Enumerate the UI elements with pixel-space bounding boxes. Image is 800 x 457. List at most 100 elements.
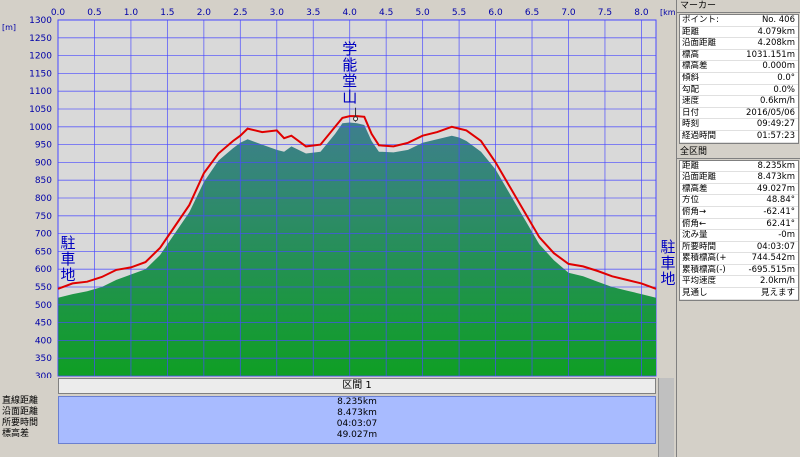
y-tick-label: 300 [35,372,52,378]
section-row: 沈み量 -0m [680,230,798,242]
marker-row: 経過時間 01:57:23 [680,131,798,143]
peak-label: 山 [342,88,357,106]
y-tick-label: 450 [35,319,52,329]
stat-value-straight-distance: 8.235km [337,397,377,407]
section-key: 沿面距離 [682,172,717,183]
y-tick-label: 1150 [29,69,52,79]
section-row: 平均速度 2.0km/h [680,276,798,289]
y-tick-label: 1200 [29,52,52,62]
start-label: 駐 [60,234,75,252]
section-row: 累積標高(-) -695.515m [680,265,798,277]
marker-row: 沿面距離 4.208km [680,38,798,50]
section-header[interactable]: 区間 1 [58,378,656,394]
stat-label-straight-distance: 直線距離 [2,396,39,406]
section-key: 累積標高(-) [682,264,726,275]
marker-value: 01:57:23 [756,130,795,141]
stat-value-elevation-diff: 49.027m [336,430,378,440]
section-value: -62.41° [763,206,795,217]
stat-value-duration: 04:03:07 [336,419,378,429]
start-label: 車 [60,250,75,268]
y-tick-label: 400 [35,336,52,346]
section-row: 所要時間 04:03:07 [680,242,798,254]
y-tick-label: 950 [35,141,52,151]
marker-panel-title: マーカー [677,0,800,13]
section-row: 俯角→ -62.41° [680,207,798,219]
marker-value: 0.000m [762,61,795,72]
x-axis-unit: [km] [660,8,676,17]
y-tick-label: 800 [35,194,52,204]
x-tick-label: 3.5 [306,8,320,18]
x-tick-label: 4.5 [379,8,393,18]
marker-row: 距離 4.079km [680,27,798,39]
peak-label: 学 [342,40,357,58]
marker-key: 速度 [682,96,700,107]
peak-label: 能 [342,56,357,74]
end-label: 車 [660,254,675,272]
section-key: 所要時間 [682,241,717,252]
peak-label: 堂 [342,72,357,90]
x-tick-label: 7.0 [561,8,576,18]
section-value: 744.542m [751,253,795,264]
section-row: 俯角← 62.41° [680,219,798,231]
section-key: 平均速度 [682,276,717,287]
section-key: 標高差 [682,183,708,194]
marker-key: 標高差 [682,61,708,72]
start-label: 地 [60,266,75,284]
marker-key: 距離 [682,26,700,37]
info-side-panel: マーカー ポイント: No. 406 距離 4.079km 沿面距離 4.208km 標高 1… [676,0,800,457]
stats-labels: 直線距離 沿面距離 所要時間 標高差 [0,396,58,440]
section-value: 見えます [760,288,795,299]
section-panel-title: 全区間 [677,145,800,159]
y-tick-label: 500 [35,301,52,311]
marker-row: 標高 1031.151m [680,50,798,62]
y-tick-label: 750 [35,212,52,222]
section-value: -695.515m [748,264,796,275]
marker-value: No. 406 [761,15,795,25]
marker-key: 日付 [682,107,700,118]
stat-label-duration: 所要時間 [2,418,39,428]
section-row: 方位 48.84° [680,195,798,207]
marker-value: 4.079km [757,26,795,37]
y-tick-label: 1250 [29,34,52,44]
y-tick-label: 700 [35,230,52,240]
marker-row: 傾斜 0.0° [680,73,798,85]
marker-value: 0.0% [773,84,795,95]
end-label: 地 [660,270,675,288]
end-label: 駐 [660,238,675,256]
marker-key: 傾斜 [682,72,700,83]
vertical-scrollbar[interactable] [658,378,674,457]
section-row: 距離 8.235km [680,161,798,173]
x-tick-label: 1.5 [160,8,174,18]
stat-label-elevation-diff: 標高差 [2,429,30,439]
marker-key: ポイント: [682,15,719,25]
section-key: 距離 [682,160,700,171]
y-tick-label: 650 [35,247,52,257]
marker-row: ポイント: No. 406 [680,15,798,27]
y-tick-label: 900 [35,158,52,168]
y-tick-label: 550 [35,283,52,293]
stat-value-surface-distance: 8.473km [337,408,377,418]
marker-value: 4.208km [757,38,795,49]
section-value: -0m [778,230,795,241]
marker-key: 時刻 [682,119,700,130]
elevation-chart[interactable]: 1300 1250 1200 1150 1100 1050 1000 950 900 850 800… [0,0,676,378]
x-tick-label: 8.0 [634,8,649,18]
x-tick-label: 3.0 [270,8,285,18]
section-value: 04:03:07 [756,241,795,252]
x-tick-label: 5.5 [452,8,466,18]
marker-pin-icon [353,116,359,122]
section-row: 累積標高(+) 744.542m [680,253,798,265]
marker-row: 勾配 0.0% [680,85,798,97]
y-tick-label: 1000 [29,123,52,133]
marker-key: 勾配 [682,84,700,95]
section-value: 8.235km [757,160,795,171]
section-key: 見通し [682,288,708,299]
marker-value: 2016/05/06 [746,107,795,118]
marker-key: 経過時間 [682,130,717,141]
x-tick-label: 7.5 [598,8,612,18]
marker-row: 速度 0.6km/h [680,96,798,108]
x-tick-label: 5.0 [415,8,430,18]
section-key: 累積標高(+) [682,253,726,264]
x-tick-label: 4.0 [343,8,358,18]
x-tick-label: 2.5 [233,8,247,18]
